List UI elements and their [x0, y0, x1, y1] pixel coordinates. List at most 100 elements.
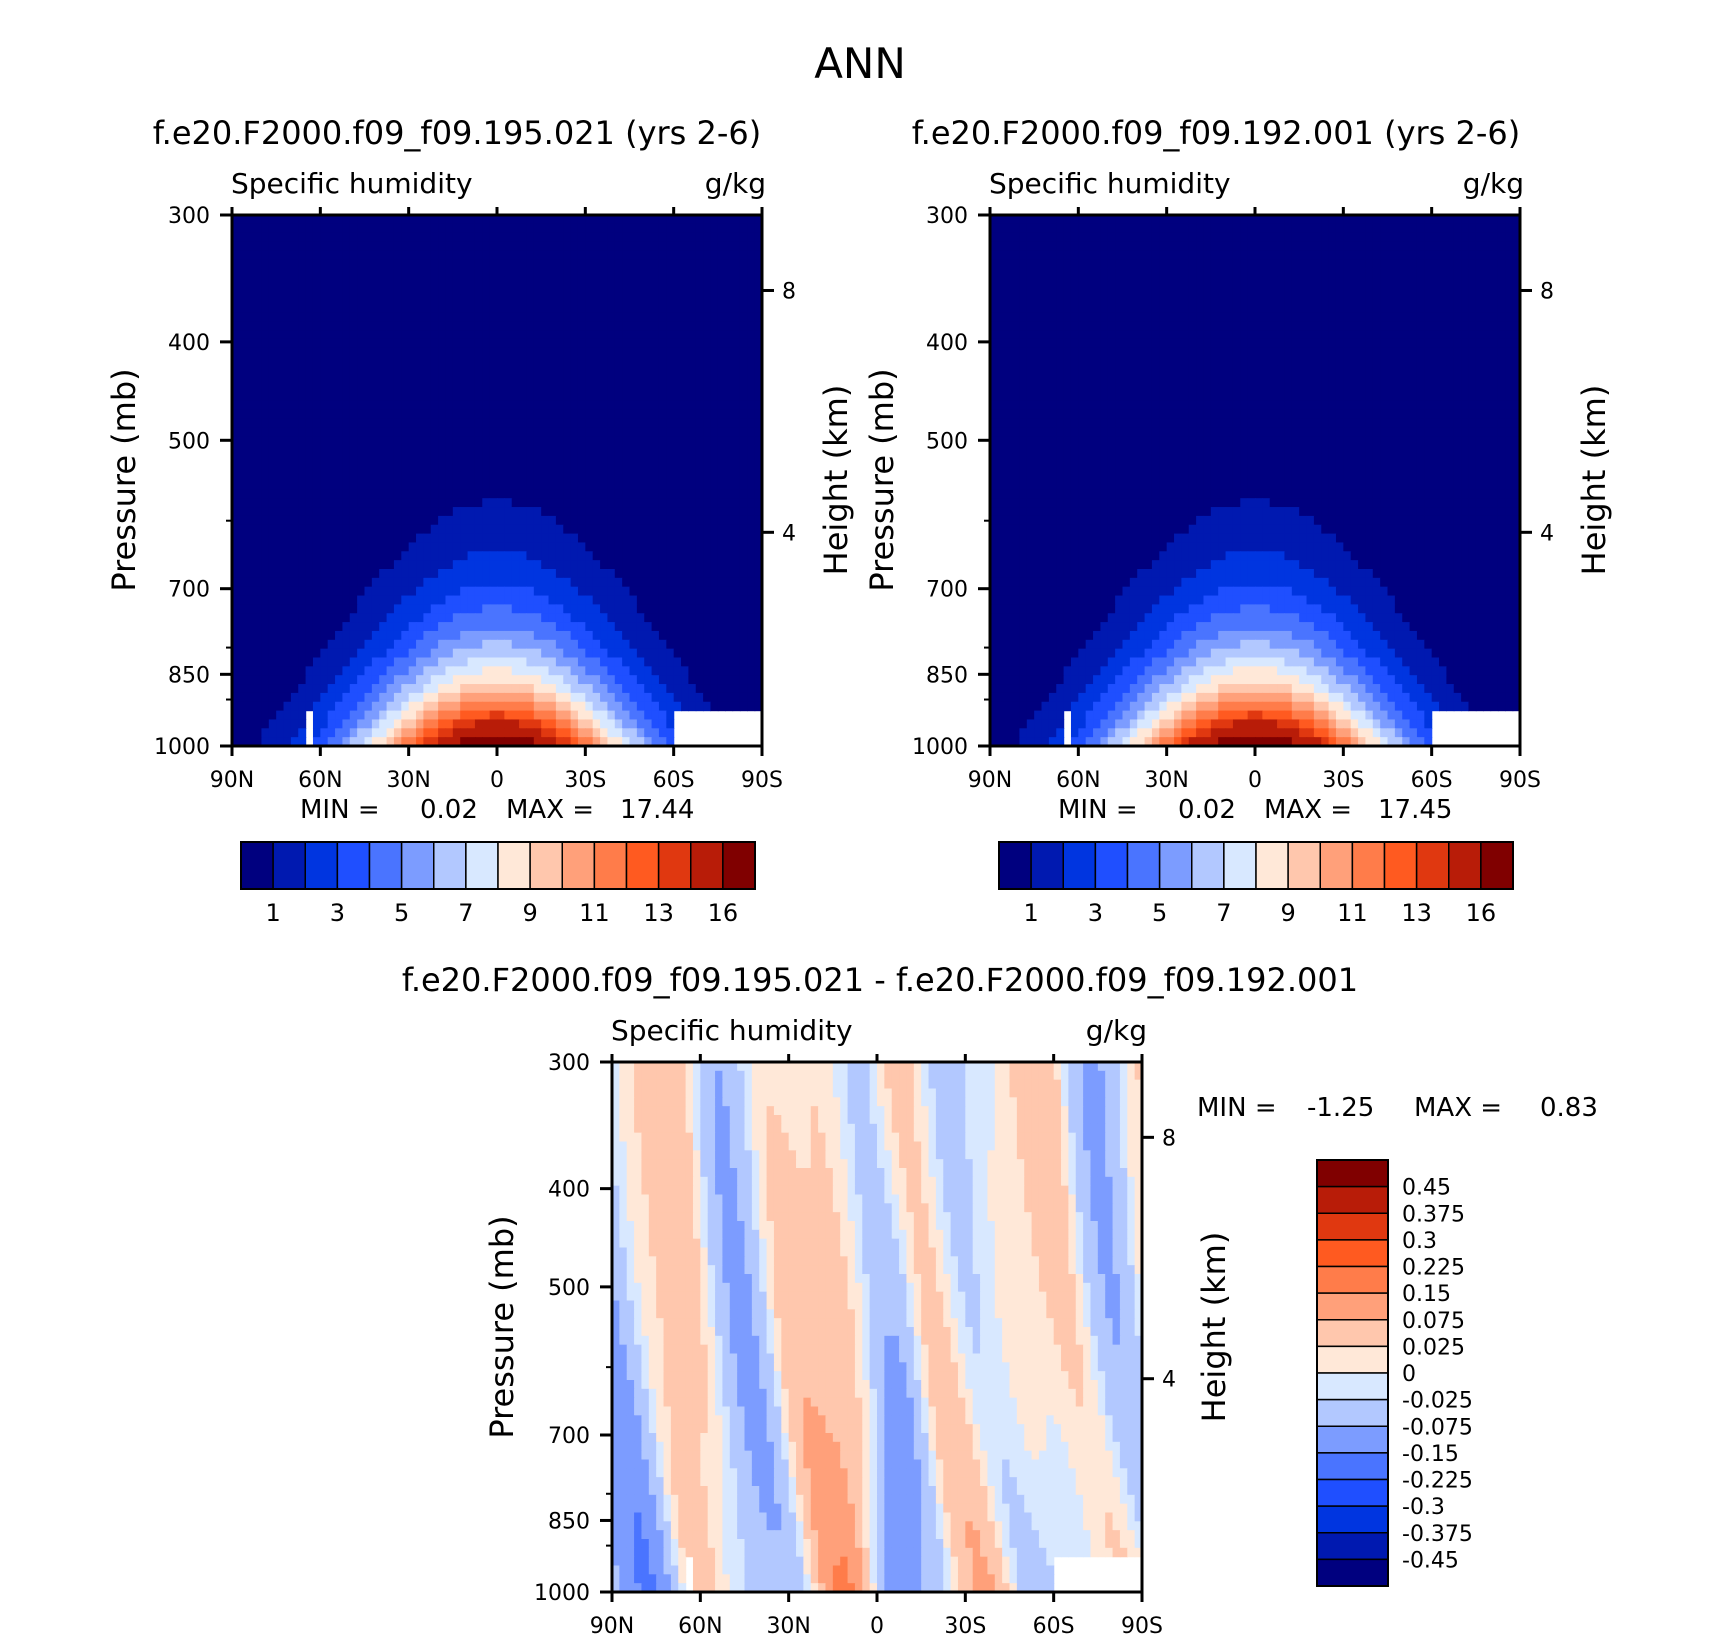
panel-a-cell: [474, 498, 483, 508]
panel-a-cell: [438, 392, 447, 402]
panel-a-cell: [312, 577, 321, 588]
panel-a-cell: [482, 418, 491, 428]
panel-a-cell: [408, 560, 417, 570]
panel-a-cell: [261, 613, 270, 623]
panel-a-colorbar-swatch: [368, 841, 403, 890]
panel-a-cell: [312, 480, 321, 490]
panel-a-max-label: MAX =: [506, 795, 594, 825]
panel-b-cell: [1129, 232, 1138, 243]
panel-a-cell: [335, 675, 344, 685]
panel-a-cell: [666, 613, 675, 623]
panel-a-cell: [555, 383, 564, 393]
panel-a-cell: [438, 294, 447, 305]
panel-a-cell: [254, 533, 263, 544]
panel-a-cell: [349, 692, 358, 703]
panel-a-cell: [423, 409, 432, 420]
panel-a-cell: [379, 657, 388, 667]
panel-a-cell: [526, 480, 535, 490]
panel-a-cell: [268, 613, 277, 623]
panel-a-cell: [232, 392, 240, 402]
panel-b-cell: [1240, 250, 1249, 260]
panel-a-cell: [467, 551, 476, 561]
panel-b-cell: [1255, 241, 1263, 251]
panel-a-cell: [268, 215, 277, 225]
panel-a-cell: [725, 259, 734, 269]
panel-b-cell: [1218, 250, 1227, 260]
panel-a-cell: [232, 630, 240, 641]
panel-a-cell: [592, 312, 601, 322]
panel-a-cell: [592, 692, 601, 703]
panel-b-cell: [1372, 215, 1381, 225]
panel-a-cell: [386, 524, 395, 535]
panel-a-cell: [430, 630, 439, 641]
panel-a-cell: [416, 462, 424, 473]
panel-b-cell: [1048, 232, 1057, 243]
panel-a-cell: [725, 445, 734, 455]
panel-a-cell: [607, 392, 616, 402]
panel-a-cell: [548, 719, 557, 729]
panel-a-cell: [570, 515, 579, 526]
panel-a-cell: [342, 223, 351, 234]
panel-a-cell: [651, 215, 660, 225]
panel-a-cell: [541, 374, 550, 384]
panel-a-cell: [739, 560, 748, 570]
panel-a-cell: [460, 409, 469, 420]
panel-a-cell: [438, 453, 447, 464]
panel-a-cell: [364, 613, 373, 623]
panel-b-cell: [1387, 276, 1396, 287]
panel-a-cell: [592, 507, 601, 517]
panel-a-cell: [607, 356, 616, 367]
panel-a-cell: [526, 338, 535, 349]
panel-a-cell: [703, 648, 712, 659]
panel-a-cell: [511, 586, 520, 597]
panel-a-cell: [276, 498, 285, 508]
panel-a-cell: [298, 312, 307, 322]
panel-a-cell: [452, 569, 461, 579]
panel-a-cell: [747, 374, 756, 384]
panel-a-cell: [673, 560, 682, 570]
panel-a-cell: [739, 383, 748, 393]
panel-b-cell: [1350, 223, 1359, 234]
panel-a-cell: [320, 551, 329, 561]
panel-a-cell: [541, 409, 550, 420]
panel-a-cell: [651, 374, 660, 384]
panel-a-cell: [401, 356, 410, 367]
panel-a-cell: [357, 542, 366, 552]
panel-a-cell: [261, 365, 270, 375]
panel-a-cell: [371, 365, 380, 375]
panel-b-cell: [1453, 215, 1462, 225]
panel-a-cell: [754, 356, 763, 367]
panel-a-cell: [408, 374, 417, 384]
panel-a-cell: [357, 400, 366, 411]
panel-a-cell: [246, 453, 255, 464]
panel-a-cell: [276, 462, 285, 473]
panel-a-cell: [246, 223, 255, 234]
panel-b-cell: [1048, 215, 1057, 225]
panel-b-cell: [1004, 250, 1013, 260]
panel-a-cell: [467, 604, 476, 614]
panel-a-cell: [533, 604, 542, 614]
panel-a-cell: [305, 604, 314, 614]
panel-a-cell: [430, 595, 439, 605]
panel-a-cell: [349, 418, 358, 428]
panel-a-cell: [754, 392, 763, 402]
panel-a-cell: [622, 383, 631, 393]
panel-b-cell: [1409, 259, 1418, 269]
panel-a-cell: [283, 560, 292, 570]
panel-a-cell: [644, 347, 653, 358]
panel-a-cell: [555, 675, 564, 685]
panel-a-cell: [651, 400, 660, 411]
panel-a-cell: [342, 639, 351, 650]
panel-a-cell: [577, 595, 586, 605]
panel-a-cell: [290, 427, 299, 437]
panel-a-cell: [577, 728, 586, 738]
panel-a-cell: [239, 471, 248, 482]
panel-b-cell: [1115, 223, 1124, 234]
panel-a-cell: [489, 365, 498, 375]
panel-a-cell: [497, 666, 505, 676]
panel-a-cell: [673, 666, 682, 676]
panel-b-cell: [1335, 241, 1344, 251]
panel-a-cell: [725, 639, 734, 650]
panel-a-cell: [268, 330, 277, 340]
panel-a-cell: [416, 427, 424, 437]
